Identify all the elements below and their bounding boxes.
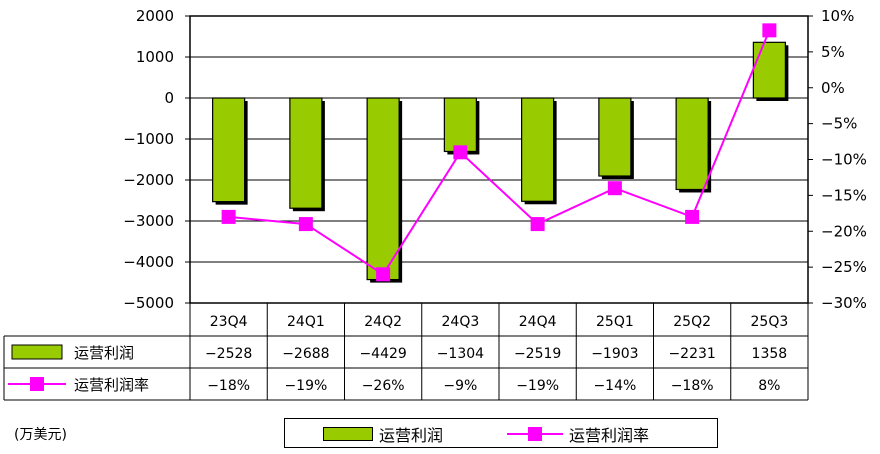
row-label-line: 运营利润率 <box>74 376 149 394</box>
bar <box>443 97 477 153</box>
line-path <box>228 29 771 276</box>
bar <box>366 97 400 281</box>
line-point <box>530 217 545 232</box>
left-tick-label: −4000 <box>123 253 174 271</box>
table-cell-line-value: −19% <box>284 378 327 394</box>
table-cell-line-value: −19% <box>516 378 559 394</box>
line-point <box>221 209 236 224</box>
table-cell-bar-value: −2231 <box>668 346 715 362</box>
right-tick-label: −10% <box>821 151 867 169</box>
right-tick-label: 5% <box>821 43 845 61</box>
table-cell-bar-value: −2519 <box>514 346 561 362</box>
x-tick-label: 24Q1 <box>287 314 325 330</box>
line-point <box>298 217 313 232</box>
table-cell-line-value: −14% <box>593 378 636 394</box>
table-cell-line-value: −26% <box>362 378 405 394</box>
line-point <box>376 267 391 282</box>
x-tick-label: 24Q4 <box>519 314 557 330</box>
bar-series <box>212 41 789 283</box>
row-label-bar: 运营利润 <box>74 344 134 362</box>
x-tick-label: 24Q2 <box>364 314 402 330</box>
legend-line-swatch <box>507 427 563 441</box>
legend-label-bar: 运营利润 <box>379 426 444 445</box>
bar <box>521 97 555 202</box>
line-series <box>221 23 777 282</box>
x-tick-label: 23Q4 <box>210 314 248 330</box>
left-tick-label: −5000 <box>123 294 174 312</box>
table-cell-bar-value: −4429 <box>359 346 406 362</box>
right-tick-label: 0% <box>821 79 845 97</box>
left-tick-label: −1000 <box>123 130 174 148</box>
right-tick-label: −20% <box>821 222 867 240</box>
line-point <box>453 145 468 160</box>
table-cell-bar-value: −2528 <box>205 346 252 362</box>
right-axis-ticks: 10% 5% 0% −5% −10% −15% −20% −25% −30% <box>821 7 867 312</box>
table-cell-line-value: −18% <box>671 378 714 394</box>
line-point <box>685 209 700 224</box>
bar <box>212 97 246 203</box>
x-tick-label: 25Q2 <box>673 314 711 330</box>
right-tick-label: −15% <box>821 186 867 204</box>
right-tick-label: −5% <box>821 115 857 133</box>
unit-label: (万美元) <box>14 427 67 443</box>
bar <box>752 41 786 99</box>
bar <box>289 97 323 209</box>
bar <box>675 97 709 191</box>
x-tick-label: 24Q3 <box>442 314 480 330</box>
row-key-bar <box>11 344 63 360</box>
legend-label-line: 运营利润率 <box>569 426 650 445</box>
bar <box>598 97 632 177</box>
right-tick-label: 10% <box>821 7 854 25</box>
table-cell-line-value: 8% <box>758 378 780 394</box>
left-tick-label: 0 <box>164 89 174 107</box>
left-tick-label: −2000 <box>123 171 174 189</box>
table-cell-bar-value: −1304 <box>437 346 484 362</box>
right-tick-label: −30% <box>821 294 867 312</box>
right-tick-label: −25% <box>821 258 867 276</box>
line-point <box>762 23 777 38</box>
plot-frame <box>185 15 813 304</box>
left-tick-label: −3000 <box>123 212 174 230</box>
legend-item-line: 运营利润率 <box>507 422 649 446</box>
table-cell-bar-value: −2688 <box>282 346 329 362</box>
left-tick-label: 2000 <box>136 7 174 25</box>
left-axis-ticks: 2000 1000 0 −1000 −2000 −3000 −4000 −5000 <box>123 7 174 312</box>
data-table: 23Q4 −2528 −18% 24Q1 −2688 −19% 24Q2 −4429 −26% 2… <box>3 303 809 401</box>
legend-item-bar: 运营利润 <box>323 422 443 446</box>
table-cell-bar-value: 1358 <box>752 346 788 362</box>
table-cell-line-value: −9% <box>443 378 477 394</box>
x-tick-label: 25Q3 <box>751 314 789 330</box>
table-cell-line-value: −18% <box>207 378 250 394</box>
table-cell-bar-value: −1903 <box>591 346 638 362</box>
row-key-marker <box>30 377 44 391</box>
legend: 运营利润 运营利润率 <box>284 418 718 448</box>
line-point <box>607 181 622 196</box>
x-tick-label: 25Q1 <box>596 314 634 330</box>
left-tick-label: 1000 <box>136 48 174 66</box>
legend-bar-swatch <box>323 427 373 441</box>
